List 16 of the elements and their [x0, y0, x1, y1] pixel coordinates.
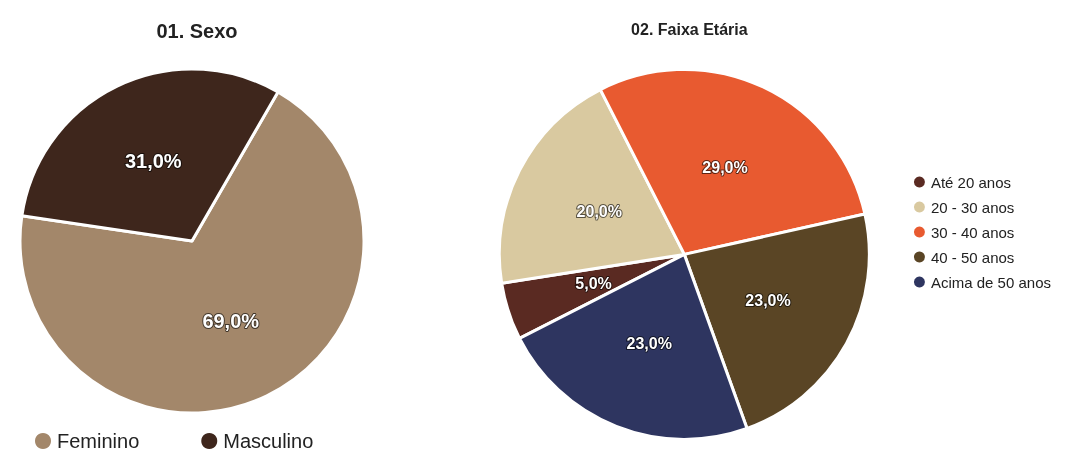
data-label: 31,0%	[124, 149, 182, 172]
data-label: 29,0%	[702, 159, 748, 177]
data-label: 20,0%	[576, 202, 622, 220]
legend-label: 20 - 30 anos	[930, 198, 1015, 216]
legend-label: 40 - 50 anos	[930, 248, 1015, 266]
legend-label: Feminino	[57, 430, 140, 452]
data-label: 23,0%	[745, 291, 791, 309]
data-label: 5,0%	[575, 275, 612, 293]
legend-label: Até 20 anos	[930, 173, 1011, 191]
legend-label: 30 - 40 anos	[930, 223, 1015, 241]
data-label: 69,0%	[202, 310, 260, 333]
chart-title: 02. Faixa Etária	[631, 20, 748, 38]
chart-title: 01. Sexo	[156, 20, 238, 42]
legend-label: Acima de 50 anos	[930, 273, 1051, 291]
legend-label: Masculino	[223, 430, 314, 452]
data-label: 23,0%	[626, 334, 672, 352]
